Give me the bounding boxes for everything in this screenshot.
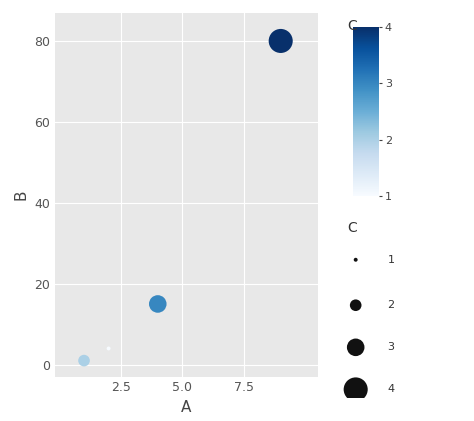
Text: 3: 3 [388, 342, 394, 352]
Text: 2: 2 [388, 300, 395, 310]
Point [105, 345, 112, 352]
Point [80, 357, 88, 364]
Point [352, 256, 359, 263]
Text: 1: 1 [388, 255, 394, 265]
Point [154, 301, 162, 307]
Point [352, 302, 359, 309]
Text: 4: 4 [388, 384, 395, 394]
Point [352, 344, 359, 351]
X-axis label: A: A [181, 400, 191, 415]
Y-axis label: B: B [14, 189, 29, 200]
Text: C: C [347, 19, 357, 33]
Point [352, 386, 359, 393]
Point [277, 37, 284, 44]
Text: C: C [347, 221, 357, 235]
